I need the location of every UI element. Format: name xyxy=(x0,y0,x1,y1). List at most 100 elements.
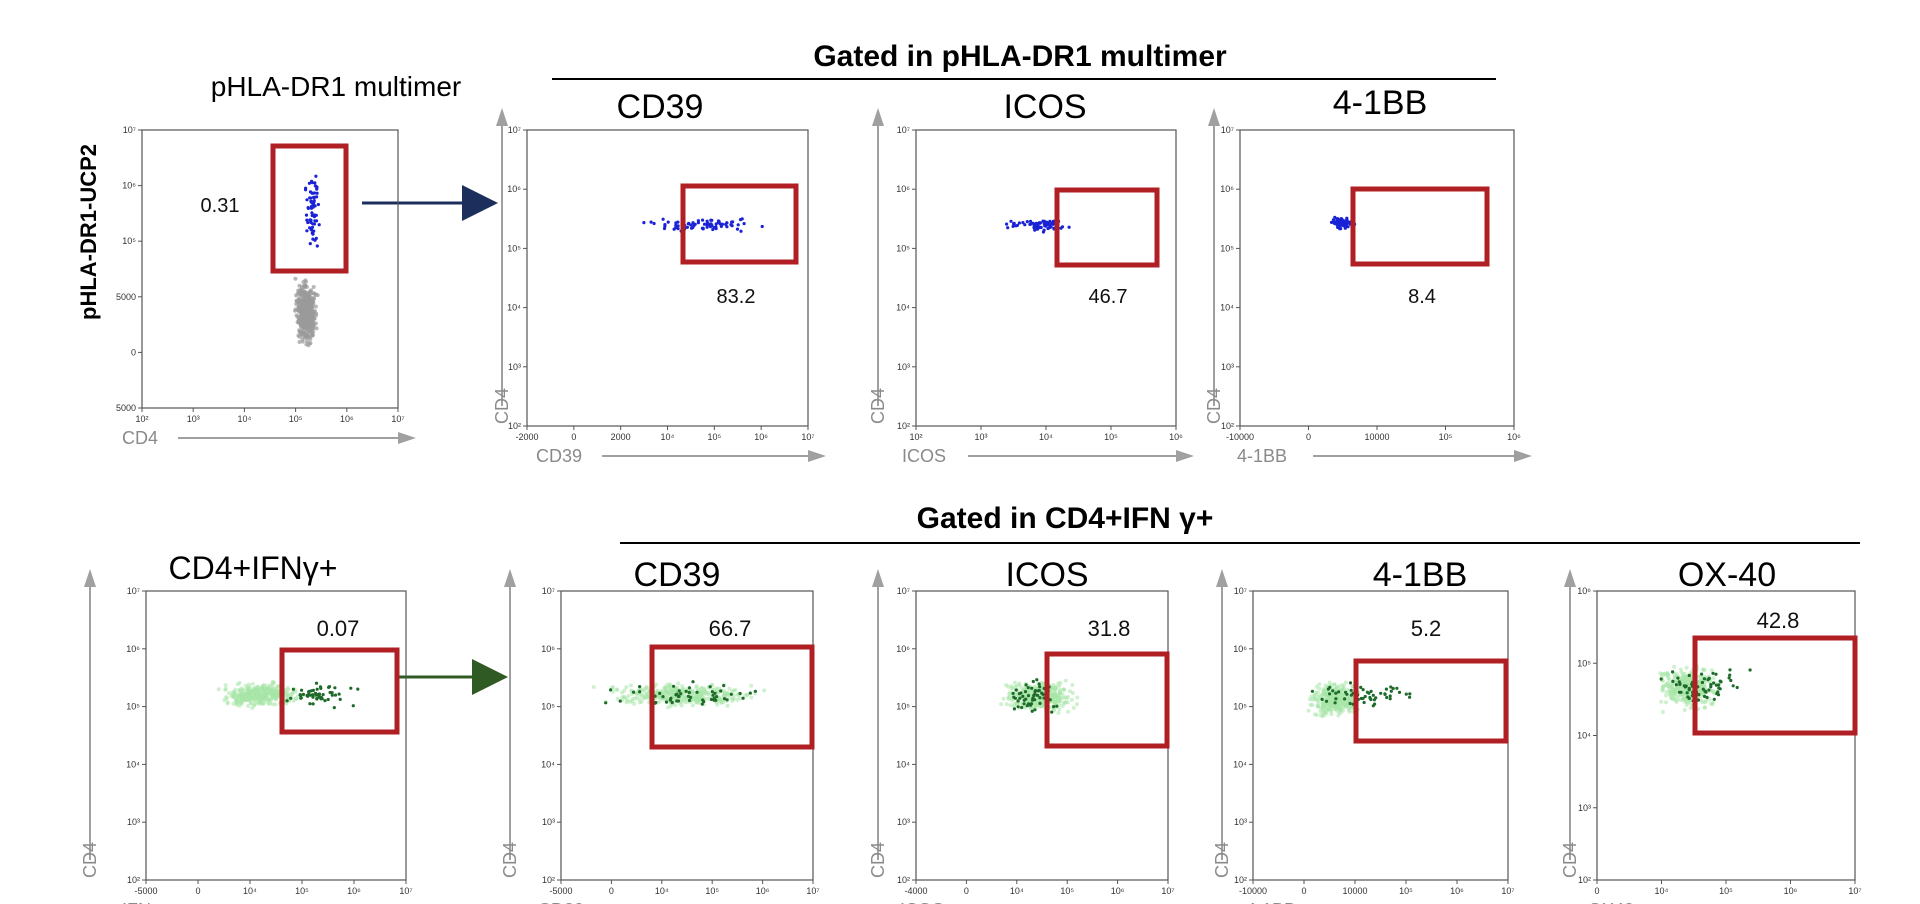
event-point xyxy=(1671,670,1675,674)
y-axis-arrowhead xyxy=(1216,569,1228,587)
event-point xyxy=(289,696,293,700)
event-point xyxy=(1682,679,1687,683)
event-point xyxy=(725,703,730,708)
event-point xyxy=(1008,690,1012,695)
x-axis-arrowhead xyxy=(1176,450,1194,462)
event-point xyxy=(326,697,330,702)
event-point xyxy=(762,688,767,693)
event-point xyxy=(1707,688,1711,692)
event-point xyxy=(722,684,726,688)
x-tick-label: 10⁶ xyxy=(1169,432,1183,442)
event-point xyxy=(1337,218,1341,222)
y-tick-label: 5000 xyxy=(116,403,136,413)
event-point xyxy=(1033,228,1037,232)
event-point xyxy=(1717,686,1721,690)
event-point xyxy=(705,225,709,229)
side-label: pHLA-DR1-UCP2 xyxy=(76,144,101,320)
event-point xyxy=(1024,697,1028,701)
event-point xyxy=(662,685,667,690)
event-point xyxy=(614,687,619,692)
x-tick-label: 2000 xyxy=(611,432,631,442)
panel-top-41bb: 4-1BB CD4 4-1BB -10000 0 10000 10⁵ 10⁶ 10² 10³ 10⁴… xyxy=(1204,84,1532,466)
event-point xyxy=(676,224,680,228)
event-point xyxy=(1069,697,1074,702)
y-tick-label: 10⁴ xyxy=(1220,303,1234,313)
x-tick-label: 10⁷ xyxy=(1848,886,1861,896)
x-tick-label: 0 xyxy=(609,886,614,896)
event-point xyxy=(232,695,237,700)
event-point xyxy=(1057,707,1062,712)
event-point xyxy=(1029,702,1034,706)
event-point xyxy=(299,300,303,305)
gate-percent: 0.07 xyxy=(317,616,360,641)
event-point xyxy=(609,688,613,692)
event-point xyxy=(1314,712,1319,717)
event-point xyxy=(273,694,278,699)
event-point xyxy=(301,280,306,284)
event-point xyxy=(1707,697,1712,702)
event-point xyxy=(311,237,315,241)
event-point xyxy=(1731,684,1735,688)
panel-bottom-ox40: OX-40 CD4 OX40 0 10⁴ 10⁵ 10⁶ 10⁷ 10² 10³ 10⁴ 10⁵ 10⁶… xyxy=(1560,556,1862,904)
event-point xyxy=(305,198,309,202)
event-point xyxy=(252,693,257,698)
event-point xyxy=(294,298,299,303)
event-point xyxy=(710,690,714,694)
event-point xyxy=(1038,225,1042,230)
event-point xyxy=(1337,690,1341,694)
event-point xyxy=(1317,682,1322,687)
event-point xyxy=(306,304,311,309)
event-point xyxy=(314,681,319,685)
event-point xyxy=(319,695,323,700)
events-green xyxy=(604,680,758,706)
event-point xyxy=(638,690,642,694)
event-point xyxy=(1324,705,1329,710)
event-point xyxy=(1676,676,1680,680)
event-point xyxy=(684,689,688,693)
event-point xyxy=(1011,691,1015,696)
event-point xyxy=(1030,686,1034,690)
event-point xyxy=(1035,678,1039,682)
event-point xyxy=(1014,688,1018,692)
events-green xyxy=(1011,678,1059,714)
event-point xyxy=(690,226,694,230)
event-point xyxy=(1033,223,1037,227)
event-point xyxy=(708,225,713,229)
event-point xyxy=(1344,690,1348,694)
event-point xyxy=(1345,218,1349,222)
event-point xyxy=(1712,681,1716,685)
event-point xyxy=(1702,705,1707,710)
x-tick-label: 10² xyxy=(135,414,148,424)
panel-title: 4-1BB xyxy=(1333,84,1428,122)
event-point xyxy=(307,181,311,185)
event-point xyxy=(304,342,309,347)
event-point xyxy=(1001,696,1006,701)
event-point xyxy=(323,699,327,703)
x-tick-label: 10⁶ xyxy=(347,886,361,896)
event-point xyxy=(298,693,302,697)
event-point xyxy=(1664,693,1668,698)
event-point xyxy=(1328,696,1333,701)
x-tick-label: 10⁴ xyxy=(1010,886,1024,896)
y-tick-label: 10⁴ xyxy=(896,303,910,313)
event-point xyxy=(1363,694,1367,699)
event-point xyxy=(642,221,646,225)
y-tick-label: 10³ xyxy=(1234,817,1247,827)
event-point xyxy=(312,215,316,219)
gate-rect xyxy=(1044,651,1170,749)
event-point xyxy=(687,686,692,690)
event-point xyxy=(741,696,745,700)
gate-percent: 66.7 xyxy=(709,616,752,641)
y-axis-label: CD4 xyxy=(500,842,520,878)
event-point xyxy=(1321,707,1326,712)
event-point xyxy=(315,195,319,199)
y-tick-label: 10⁴ xyxy=(507,303,521,313)
event-point xyxy=(637,692,642,697)
event-point xyxy=(311,693,315,697)
event-point xyxy=(1067,225,1071,229)
event-point xyxy=(301,296,306,301)
event-point xyxy=(314,174,318,178)
event-point xyxy=(1682,708,1687,712)
event-point xyxy=(624,700,629,705)
event-point xyxy=(748,691,752,695)
